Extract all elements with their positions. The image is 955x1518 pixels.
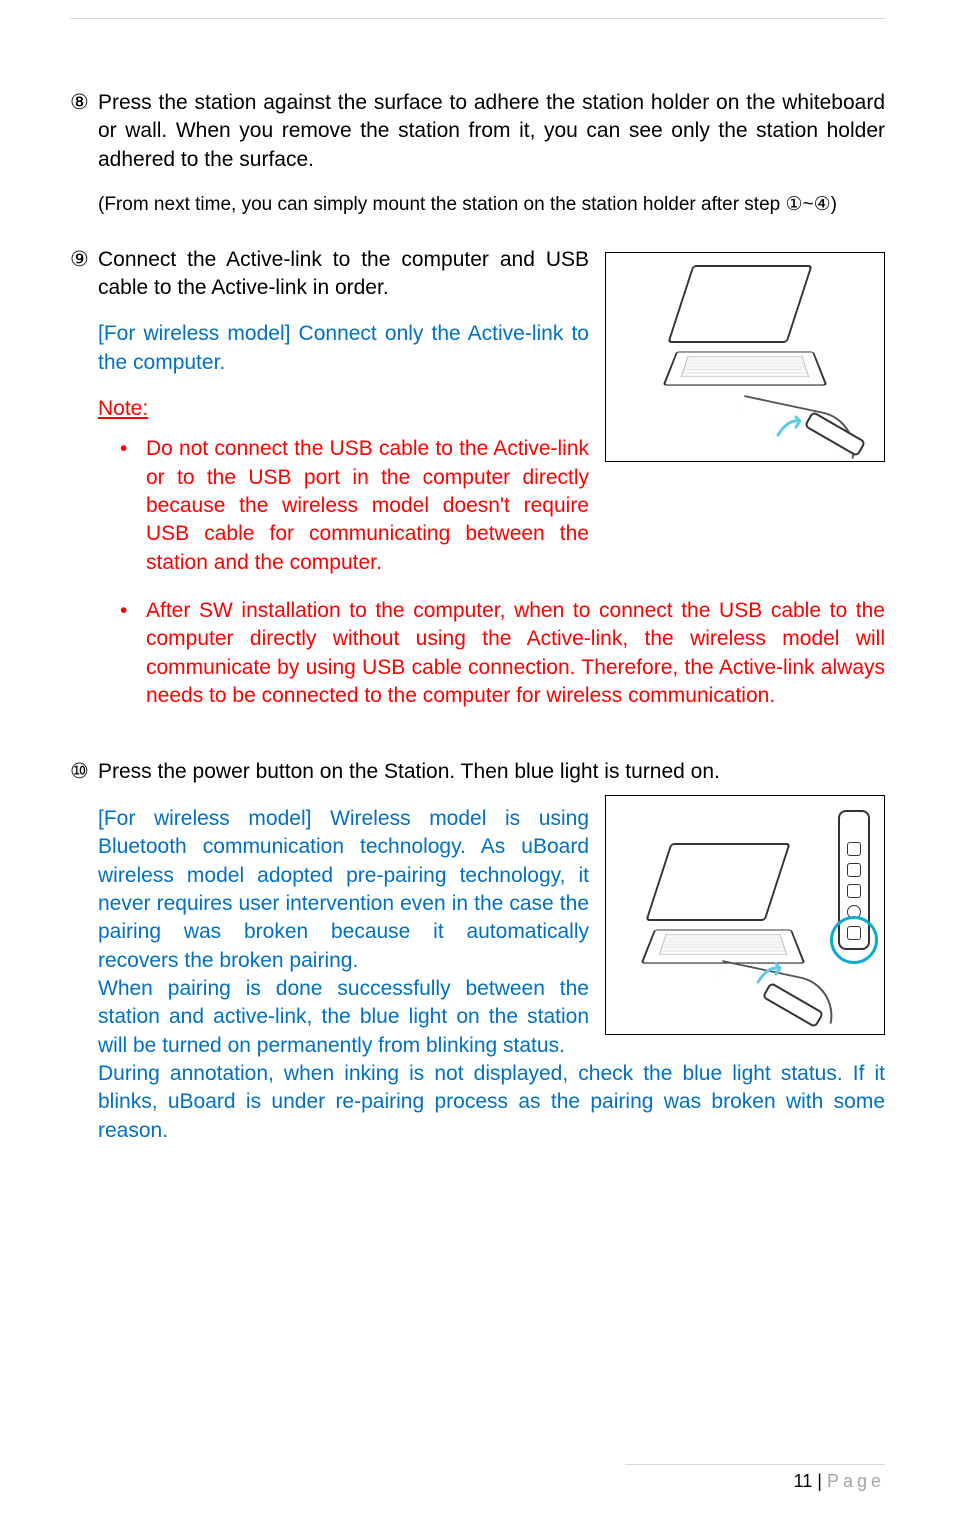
step-text: Press the power button on the Station. T… — [98, 758, 885, 786]
step-marker: ⑨ — [70, 246, 98, 274]
page-footer: 11 | Page — [625, 1464, 885, 1492]
document-page: ⑧ Press the station against the surface … — [0, 18, 955, 1518]
step-8: ⑧ Press the station against the surface … — [70, 89, 885, 218]
figure-laptop-activelink — [605, 252, 885, 462]
note-bullet-list: • Do not connect the USB cable to the Ac… — [120, 435, 885, 710]
step-text: Press the station against the surface to… — [98, 89, 885, 174]
bullet-item: • After SW installation to the computer,… — [120, 597, 885, 710]
bullet-text: After SW installation to the computer, w… — [146, 597, 885, 710]
arrow-icon — [776, 415, 804, 437]
step-10: ⑩ Press the power button on the Station.… — [70, 758, 885, 1144]
step-subnote: (From next time, you can simply mount th… — [98, 192, 885, 218]
content-area: ⑧ Press the station against the surface … — [70, 19, 885, 1145]
figure-laptop-station — [605, 795, 885, 1035]
arrow-icon — [756, 962, 784, 984]
wireless-para: During annotation, when inking is not di… — [98, 1060, 885, 1145]
step-marker: ⑧ — [70, 89, 98, 117]
laptop-icon — [648, 843, 798, 977]
page-number: 11 — [794, 1471, 813, 1491]
highlight-circle-icon — [830, 916, 878, 964]
footer-separator: | — [812, 1471, 827, 1491]
bullet-text: Do not connect the USB cable to the Acti… — [146, 435, 589, 577]
bullet-dot-icon: • — [120, 435, 146, 463]
bullet-item: • Do not connect the USB cable to the Ac… — [120, 435, 589, 577]
footer-rule — [625, 1464, 885, 1465]
footer-label: Page — [827, 1471, 885, 1491]
footer-text: 11 | Page — [794, 1471, 885, 1492]
step-9: ⑨ Connect the Active-lin — [70, 246, 885, 731]
step-marker: ⑩ — [70, 758, 98, 786]
laptop-icon — [670, 265, 820, 399]
bullet-dot-icon: • — [120, 597, 146, 625]
